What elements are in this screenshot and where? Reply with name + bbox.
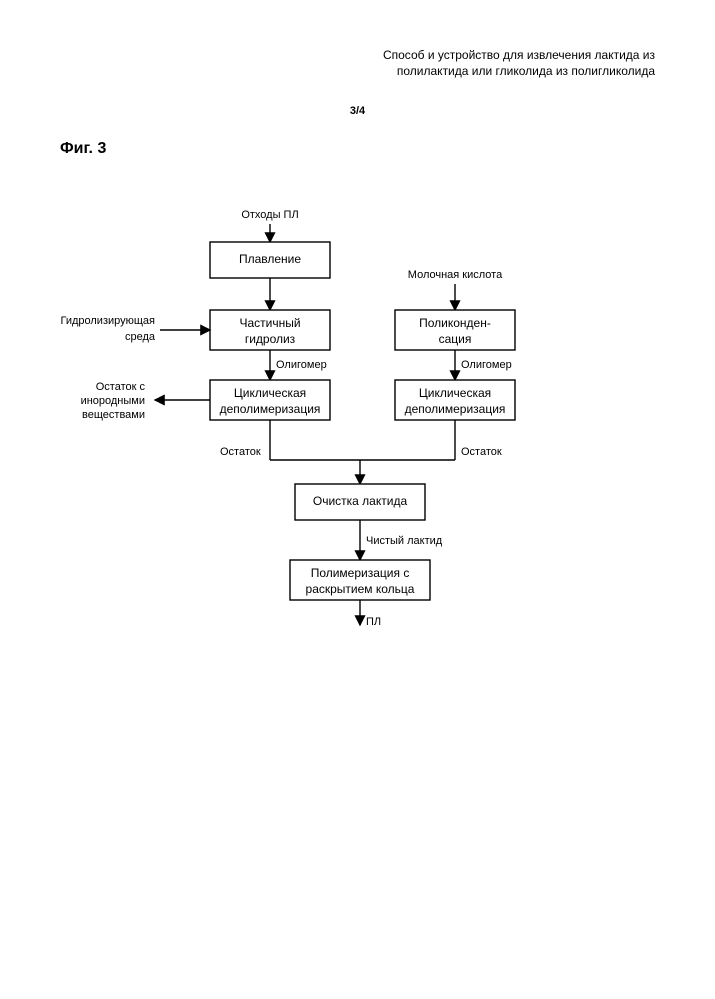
label-residue-right: Остаток [461,446,502,458]
output-residue-foreign-l2: инородными [81,395,145,407]
label-oligomer-right: Олигомер [461,359,512,371]
output-pl: ПЛ [366,616,381,628]
document-title-line2: полилактида или гликолида из полигликоли… [397,64,655,78]
output-residue-foreign-l1: Остаток с [96,381,146,393]
node-ring-polym-l2: раскрытием кольца [306,582,415,596]
input-hydrolyzing-medium-l1: Гидролизирующая [60,315,155,327]
flowchart: Отходы ПЛ Плавление Частичный гидролиз Г… [40,200,600,670]
node-ring-polym-l1: Полимеризация с [311,566,410,580]
node-melting-label: Плавление [239,252,301,266]
node-cyclic-depol-left-l2: деполимеризация [220,402,321,416]
node-polycondensation-l1: Поликонден- [419,316,491,330]
node-partial-hydrolysis-l1: Частичный [239,316,300,330]
document-title-line1: Способ и устройство для извлечения лакти… [383,48,655,62]
document-title: Способ и устройство для извлечения лакти… [335,48,655,79]
figure-label: Фиг. 3 [60,140,106,158]
node-cyclic-depol-right-l1: Циклическая [419,386,491,400]
input-lactic-acid: Молочная кислота [408,269,503,281]
node-partial-hydrolysis-l2: гидролиз [245,332,296,346]
input-waste-pl: Отходы ПЛ [241,209,298,221]
input-hydrolyzing-medium-l2: среда [125,331,156,343]
label-pure-lactide: Чистый лактид [366,535,443,547]
node-cyclic-depol-left-l1: Циклическая [234,386,306,400]
node-cyclic-depol-right-l2: деполимеризация [405,402,506,416]
page-number: 3/4 [350,105,365,117]
node-polycondensation-l2: сация [439,332,472,346]
output-residue-foreign-l3: веществами [82,409,145,421]
node-lactide-purification-label: Очистка лактида [313,494,408,508]
label-oligomer-left: Олигомер [276,359,327,371]
label-residue-left: Остаток [220,446,261,458]
